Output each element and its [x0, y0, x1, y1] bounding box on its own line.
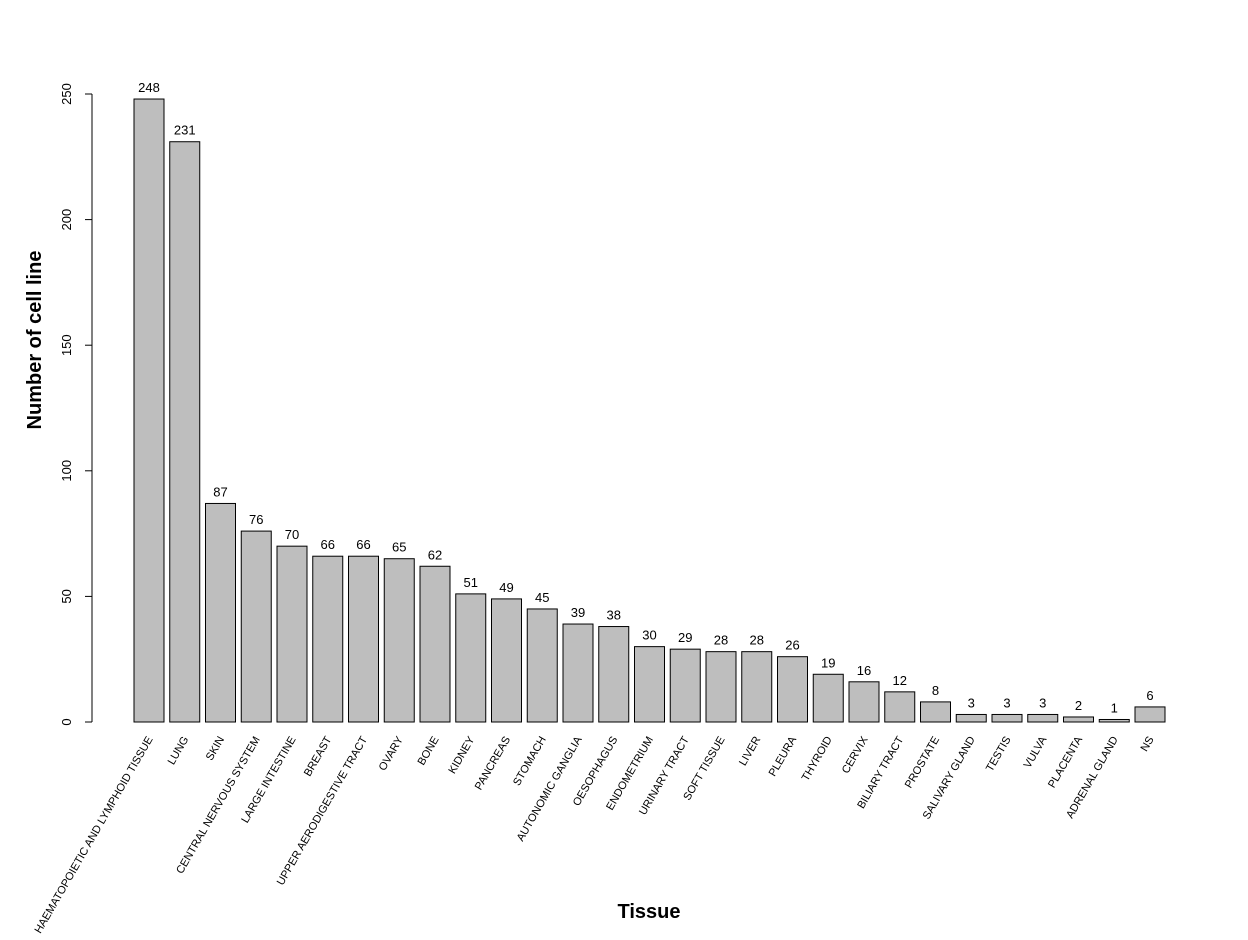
bar-value-label: 1: [1111, 700, 1118, 715]
bar-value-label: 231: [174, 123, 196, 138]
category-label: HAEMATOPOIETIC AND LYMPHOID TISSUE: [33, 735, 156, 936]
bar: [526, 608, 558, 723]
bar: [1027, 713, 1059, 723]
category-label: PANCREAS: [473, 735, 513, 793]
bar-value-label: 70: [285, 527, 299, 542]
bars: [133, 98, 1166, 723]
category-label: LIVER: [737, 734, 763, 768]
bar-value-label: 65: [392, 540, 406, 555]
bar-value-label: 12: [893, 673, 907, 688]
category-label: BREAST: [302, 734, 335, 778]
bar: [455, 593, 487, 723]
category-label: CERVIX: [840, 734, 871, 776]
category-label: SKIN: [204, 734, 227, 762]
category-label: AUTONOMIC GANGLIA: [515, 734, 585, 844]
category-label: NS: [1139, 735, 1157, 754]
category-label: PLEURA: [767, 734, 800, 779]
category-label: VULVA: [1022, 734, 1050, 770]
bar: [812, 673, 844, 723]
category-label: PROSTATE: [903, 735, 942, 791]
bar: [991, 713, 1023, 723]
bar: [777, 656, 808, 723]
bar: [705, 651, 737, 723]
bar-value-label: 45: [535, 590, 549, 605]
bar-value-label: 66: [321, 537, 335, 552]
bar: [419, 565, 451, 723]
x-axis-title: Tissue: [618, 901, 681, 923]
bar-value-label: 87: [213, 484, 227, 499]
bar: [276, 545, 308, 723]
bar: [848, 681, 880, 723]
y-tick-label: 150: [59, 334, 74, 356]
bar-value-label: 66: [356, 537, 370, 552]
bar: [169, 141, 201, 723]
bar: [955, 713, 987, 723]
bar-value-label: 30: [642, 628, 656, 643]
category-label: BONE: [416, 735, 442, 768]
bar-value-label: 19: [821, 655, 835, 670]
bar-value-label: 8: [932, 683, 939, 698]
bar-value-label: 76: [249, 512, 263, 527]
bar-value-label: 16: [857, 663, 871, 678]
bar: [741, 651, 773, 723]
category-label: KIDNEY: [446, 734, 477, 776]
bar-value-label: 26: [785, 638, 799, 653]
bar: [634, 646, 665, 723]
bar-value-label: 3: [1039, 695, 1046, 710]
bar: [491, 598, 522, 723]
bar: [383, 558, 415, 723]
category-label: TESTIS: [984, 735, 1014, 774]
bar: [348, 555, 379, 723]
bar: [884, 691, 916, 723]
bar-value-label: 3: [1003, 695, 1010, 710]
y-axis: 0 50 100 150 200 250: [59, 83, 93, 726]
bar-value-label: 3: [968, 695, 975, 710]
bar-value-label: 62: [428, 547, 442, 562]
bar-value-label: 248: [138, 80, 160, 95]
y-tick-label: 0: [59, 718, 74, 725]
y-tick-label: 250: [59, 83, 74, 105]
bar: [205, 502, 236, 723]
bar-value-label: 51: [464, 575, 478, 590]
bar: [669, 648, 701, 723]
bar: [562, 623, 594, 723]
category-label: STOMACH: [511, 734, 549, 788]
category-label: THYROID: [800, 734, 835, 783]
bar: [1098, 718, 1130, 723]
bar: [1063, 716, 1094, 723]
category-label: OVARY: [377, 734, 406, 773]
bar-value-label: 39: [571, 605, 585, 620]
bar-value-label: 38: [607, 608, 621, 623]
y-tick-label: 200: [59, 209, 74, 231]
bar: [1134, 706, 1166, 723]
bar: [312, 555, 344, 723]
bar-value-label: 49: [499, 580, 513, 595]
bar: [240, 530, 272, 723]
bar-value-label: 28: [714, 633, 728, 648]
category-label: LUNG: [166, 735, 192, 767]
y-axis-title: Number of cell line: [24, 251, 46, 430]
category-label: PLACENTA: [1046, 734, 1085, 790]
bar-value-label: 6: [1146, 688, 1153, 703]
bar: [598, 626, 630, 723]
bar: [920, 701, 951, 723]
bar-value-label: 28: [750, 633, 764, 648]
category-labels: HAEMATOPOIETIC AND LYMPHOID TISSUE LUNG SK…: [33, 734, 1157, 936]
y-tick-label: 100: [59, 460, 74, 482]
bar: [133, 98, 165, 723]
bar-value-label: 29: [678, 630, 692, 645]
bar-value-label: 2: [1075, 698, 1082, 713]
y-tick-label: 50: [59, 589, 74, 603]
